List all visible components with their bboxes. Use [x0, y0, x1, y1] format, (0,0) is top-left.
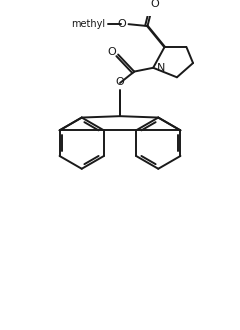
Text: methyl: methyl — [71, 19, 105, 29]
Text: N: N — [157, 63, 165, 73]
Text: O: O — [116, 77, 124, 87]
Text: O: O — [151, 0, 159, 9]
Text: O: O — [107, 47, 116, 57]
Text: O: O — [117, 19, 126, 29]
